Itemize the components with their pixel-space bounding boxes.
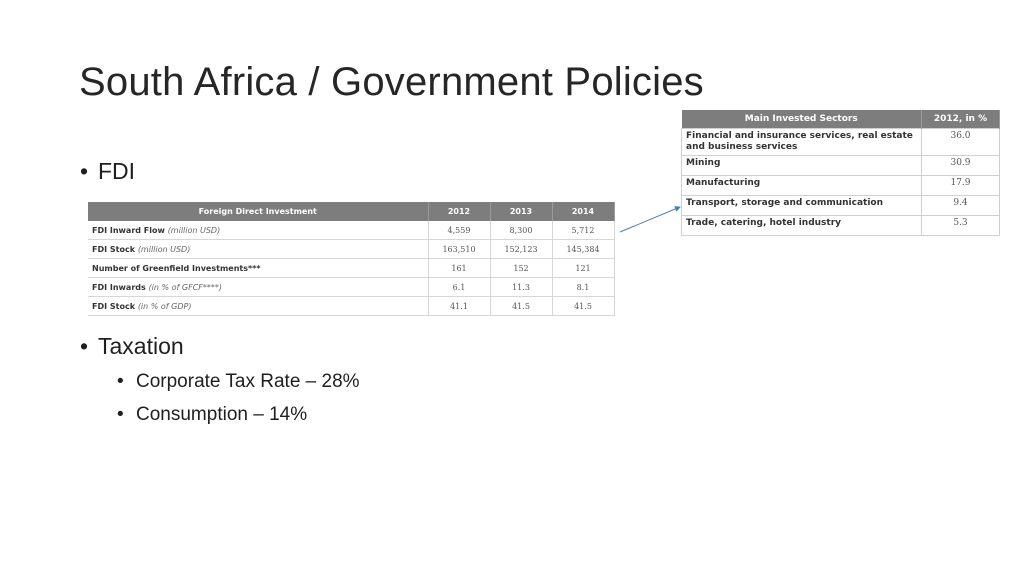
row-label: Mining — [681, 155, 922, 176]
cell-value: 30.9 — [921, 155, 1000, 176]
table-row: Number of Greenfield Investments*** 161 … — [88, 258, 615, 278]
cell-value: 152 — [490, 258, 553, 278]
table-row: FDI Inward Flow (million USD) 4,559 8,30… — [88, 221, 615, 240]
cell-value: 121 — [552, 258, 615, 278]
cell-value: 163,510 — [428, 239, 491, 259]
bullet-corporate-tax-text: Corporate Tax Rate – 28% — [136, 371, 360, 392]
cell-value: 41.5 — [490, 296, 553, 316]
fdi-header-2014: 2014 — [552, 202, 615, 221]
cell-value: 36.0 — [921, 128, 1000, 156]
sectors-table-header: Main Invested Sectors 2012, in % — [681, 110, 1000, 129]
cell-value: 152,123 — [490, 239, 553, 259]
cell-value: 5.3 — [921, 215, 1000, 236]
table-row: Manufacturing 17.9 — [681, 175, 1000, 196]
table-row: Financial and insurance services, real e… — [681, 128, 1000, 156]
sectors-header-year: 2012, in % — [921, 110, 1000, 129]
table-row: FDI Stock (in % of GDP) 41.1 41.5 41.5 — [88, 296, 615, 316]
bullet-consumption-text: Consumption – 14% — [136, 404, 308, 425]
cell-value: 11.3 — [490, 277, 553, 297]
fdi-header-2013: 2013 — [490, 202, 553, 221]
slide-title: South Africa / Government Policies — [79, 60, 704, 104]
table-row: Transport, storage and communication 9.4 — [681, 195, 1000, 216]
cell-value: 41.1 — [428, 296, 491, 316]
bullet-taxation: • Taxation — [80, 333, 184, 360]
table-row: Mining 30.9 — [681, 155, 1000, 176]
cell-value: 8.1 — [552, 277, 615, 297]
cell-value: 145,384 — [552, 239, 615, 259]
bullet-dot-icon: • — [117, 371, 124, 392]
cell-value: 161 — [428, 258, 491, 278]
fdi-header-2012: 2012 — [428, 202, 491, 221]
fdi-table: Foreign Direct Investment 2012 2013 2014… — [88, 202, 615, 316]
bullet-dot-icon: • — [117, 404, 124, 425]
fdi-header-title: Foreign Direct Investment — [88, 202, 429, 221]
bullet-dot-icon: • — [80, 158, 89, 184]
cell-value: 4,559 — [428, 221, 491, 240]
sectors-header-title: Main Invested Sectors — [681, 110, 922, 129]
bullet-fdi-text: FDI — [98, 158, 136, 184]
bullet-taxation-text: Taxation — [98, 333, 184, 359]
bullet-fdi: • FDI — [80, 158, 135, 185]
row-label: FDI Inwards (in % of GFCF****) — [88, 277, 429, 297]
row-label: Financial and insurance services, real e… — [681, 128, 922, 156]
table-row: FDI Inwards (in % of GFCF****) 6.1 11.3 … — [88, 277, 615, 297]
cell-value: 8,300 — [490, 221, 553, 240]
table-row: FDI Stock (million USD) 163,510 152,123 … — [88, 239, 615, 259]
row-label: FDI Stock (million USD) — [88, 239, 429, 259]
cell-value: 9.4 — [921, 195, 1000, 216]
bullet-corporate-tax: • Corporate Tax Rate – 28% — [117, 371, 360, 393]
cell-value: 5,712 — [552, 221, 615, 240]
bullet-dot-icon: • — [80, 333, 89, 359]
row-label: Manufacturing — [681, 175, 922, 196]
table-row: Trade, catering, hotel industry 5.3 — [681, 215, 1000, 236]
row-label: Number of Greenfield Investments*** — [88, 258, 429, 278]
row-label: FDI Inward Flow (million USD) — [88, 221, 429, 240]
sectors-table: Main Invested Sectors 2012, in % Financi… — [681, 110, 1000, 236]
row-label: FDI Stock (in % of GDP) — [88, 296, 429, 316]
fdi-table-header: Foreign Direct Investment 2012 2013 2014 — [88, 202, 615, 221]
bullet-consumption: • Consumption – 14% — [117, 404, 307, 426]
cell-value: 17.9 — [921, 175, 1000, 196]
row-label: Transport, storage and communication — [681, 195, 922, 216]
row-label: Trade, catering, hotel industry — [681, 215, 922, 236]
cell-value: 41.5 — [552, 296, 615, 316]
cell-value: 6.1 — [428, 277, 491, 297]
